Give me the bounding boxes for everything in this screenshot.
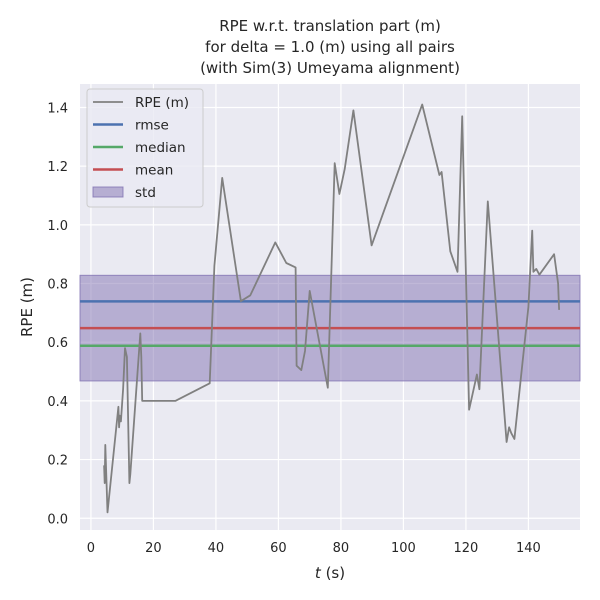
x-tick-label: 60 bbox=[270, 541, 287, 556]
x-tick-labels: 0 20 40 60 80 100 120 140 bbox=[87, 541, 541, 556]
legend-label: RPE (m) bbox=[135, 95, 189, 111]
y-tick-label: 0.0 bbox=[47, 512, 68, 527]
x-tick-label: 140 bbox=[516, 541, 541, 556]
x-tick-label: 100 bbox=[391, 541, 416, 556]
x-axis-label-variable: t bbox=[315, 564, 322, 582]
grid-lines bbox=[80, 84, 580, 530]
legend-label: rmse bbox=[135, 118, 169, 134]
chart-title-line-2: for delta = 1.0 (m) using all pairs bbox=[205, 38, 455, 56]
rpe-series-line bbox=[103, 103, 560, 514]
legend-box bbox=[86, 88, 204, 208]
x-tick-label: 80 bbox=[333, 541, 350, 556]
legend-label: median bbox=[135, 140, 186, 156]
chart-title: RPE w.r.t. translation part (m) for delt… bbox=[200, 17, 460, 77]
y-tick-label: 0.4 bbox=[47, 395, 68, 410]
y-tick-label: 0.6 bbox=[47, 336, 68, 351]
legend-label: std bbox=[135, 185, 156, 201]
y-tick-label: 1.4 bbox=[47, 101, 68, 116]
legend: RPE (m) rmse median mean std bbox=[86, 88, 204, 208]
x-tick-label: 0 bbox=[87, 541, 95, 556]
x-tick-label: 20 bbox=[145, 541, 162, 556]
x-tick-label: 120 bbox=[454, 541, 479, 556]
y-tick-label: 0.8 bbox=[47, 278, 68, 293]
legend-label: mean bbox=[135, 163, 173, 179]
y-axis-label: RPE (m) bbox=[18, 277, 36, 337]
y-tick-labels: 0.0 0.2 0.4 0.6 0.8 1.0 1.2 1.4 bbox=[47, 101, 68, 527]
y-tick-label: 1.2 bbox=[47, 160, 68, 175]
chart-title-line-3: (with Sim(3) Umeyama alignment) bbox=[200, 59, 460, 77]
x-axis-label-unit: (s) bbox=[321, 564, 345, 582]
y-tick-label: 0.2 bbox=[47, 454, 68, 469]
x-tick-label: 40 bbox=[208, 541, 225, 556]
chart-title-line-1: RPE w.r.t. translation part (m) bbox=[219, 17, 441, 35]
y-tick-label: 1.0 bbox=[47, 219, 68, 234]
legend-swatch-std bbox=[92, 186, 124, 198]
x-axis-label: t (s) bbox=[315, 564, 345, 582]
